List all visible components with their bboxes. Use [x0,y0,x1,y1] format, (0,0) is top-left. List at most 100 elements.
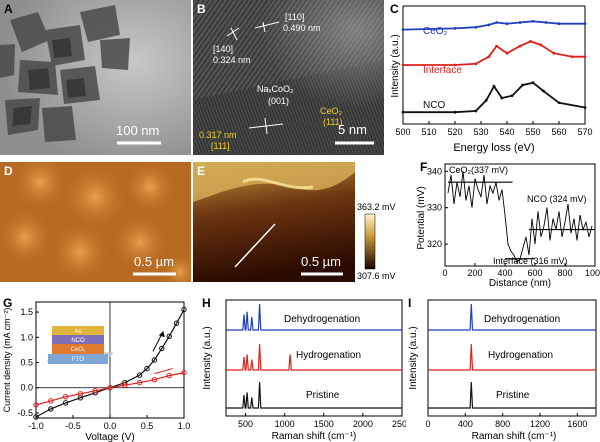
c-point [484,99,488,102]
c-xtick-label: 560 [551,127,566,137]
c-point [583,106,587,109]
phase-label-ceo2: CeO₂ [320,106,342,116]
i-label-dehydrogenation: Dehydrogenation [484,314,560,325]
c-xtick-label: 550 [525,127,540,137]
c-point [401,63,405,67]
panel-f: F 0 200 400 600 800 1000 320 330 340 CeO₂(337 mV… [415,160,600,288]
i-label-pristine: Pristine [496,390,530,401]
c-xlabel: Energy loss (eV) [453,142,534,154]
c-label-interface: Interface [423,65,462,76]
h-ticks-label: 2500 [392,419,406,429]
c-point [487,55,491,59]
c-point [531,19,535,23]
g-point [33,402,39,408]
g-ytick-label: 1.0 [20,332,33,342]
f-series-0 [447,171,593,264]
c-label-nco: NCO [423,100,445,111]
c-point [583,55,587,59]
c-point [495,21,498,24]
f-label-nco: NCO (324 mV) [527,194,587,204]
panel-label-g: G [3,296,13,310]
g-point [181,369,187,376]
raman-chart-i: 0 400 800 1200 1600 Dehydrogenation Hydrogen… [408,299,597,442]
lattice-annotation-140-hkl: [140] [213,44,234,54]
panel-label-e: E [197,164,206,178]
f-ytick-label: 320 [427,239,442,249]
h-ticks-label: 2000 [353,419,373,429]
f-xtick-label: 0 [442,268,447,278]
c-point [492,84,496,88]
h-ticks-label: 1000 [275,419,295,429]
i-ticks-label: 1600 [567,419,587,429]
g-xtick-label: -0.5 [65,421,81,431]
i-ticks-label: 0 [425,419,430,429]
scalebar-label-a: 100 nm [116,123,160,138]
scalebar-label-d: 0.5 µm [134,254,175,269]
g-point [33,414,39,420]
i-series-2 [428,381,596,409]
h-ticks-label: 1500 [314,419,334,429]
c-point [474,62,478,66]
c-xtick-label: 510 [421,127,436,137]
f-xtick-label: 400 [497,268,512,278]
c-point [539,43,543,47]
lattice-annotation-111-hkl: [111] [211,141,230,151]
i-label-hydrogenation: Hydrogenation [488,350,553,361]
c-point [544,21,548,24]
c-point [542,89,545,93]
g-series-1 [35,372,185,406]
g-point [181,306,187,313]
f-ytick-label: 330 [427,203,442,213]
c-point [495,44,498,48]
f-xtick-label: 600 [527,268,542,278]
i-ticks-label: 400 [458,419,473,429]
panel-label-c: C [390,2,399,16]
c-series-1 [403,40,585,66]
c-point [474,25,478,29]
raman-chart-h: 500 1000 1500 2000 2500 Dehydrogenation Hydr… [202,299,406,442]
c-xtick-label: 520 [447,127,462,137]
h-ylabel: Intensity (a.u.) [202,326,213,389]
c-point [487,23,491,27]
i-series-1 [428,343,596,371]
lattice-annotation-111-d: 0.317 nm [199,130,237,140]
panel-label-b: B [197,2,206,16]
lattice-annotation-140-d: 0.324 nm [213,55,251,65]
g-ytick-label: 1.5 [20,307,33,317]
g-sweep-arrowhead-up [158,331,165,338]
g-point [122,382,128,388]
c-point [505,51,509,55]
device-stack-inset: Au NCO CeO₂ FTO Glass [46,326,114,371]
c-point [510,94,514,98]
c-point [500,96,504,100]
h-label-hydrogenation: Hydrogenation [296,350,361,361]
c-point [583,22,587,26]
i-ylabel: Intensity (a.u.) [408,326,419,389]
g-point [136,379,143,386]
panel-e: E 0.5 µm 363.2 mV 307.6 mV [193,162,415,282]
colorbar-min-label: 307.6 mV [357,271,396,281]
f-xtick-label: 800 [557,268,572,278]
lattice-annotation-110-d: 0.490 nm [283,23,321,33]
c-point [557,22,561,26]
c-point [552,51,556,55]
g-xlabel: Voltage (V) [85,432,134,442]
c-series-2 [403,81,586,114]
jv-chart: -1.0 -0.5 0.0 0.5 1.0 -0.5 0.0 0.5 1.0 1.5 Au NCO… [2,301,190,442]
i-ticks-label: 1200 [530,419,550,429]
g-point [159,345,165,352]
f-label-ceo2: CeO₂(337 mV) [449,165,508,175]
layer-label-glass: Glass [60,365,75,371]
g-point [77,391,84,397]
phase-plane-001: (001) [268,96,290,106]
c-point [453,110,457,114]
f-xtick-label: 200 [467,268,482,278]
g-point [173,320,180,326]
lattice-annotation-110-hkl: [110] [285,12,305,22]
g-point [62,394,69,400]
f-ytick-label: 340 [427,166,442,176]
g-point [136,372,143,378]
afm-topography-image [0,162,191,282]
layer-label-nco: NCO [71,338,85,344]
phase-label-naxcoo2: NaₓCoO₂ [257,84,294,94]
